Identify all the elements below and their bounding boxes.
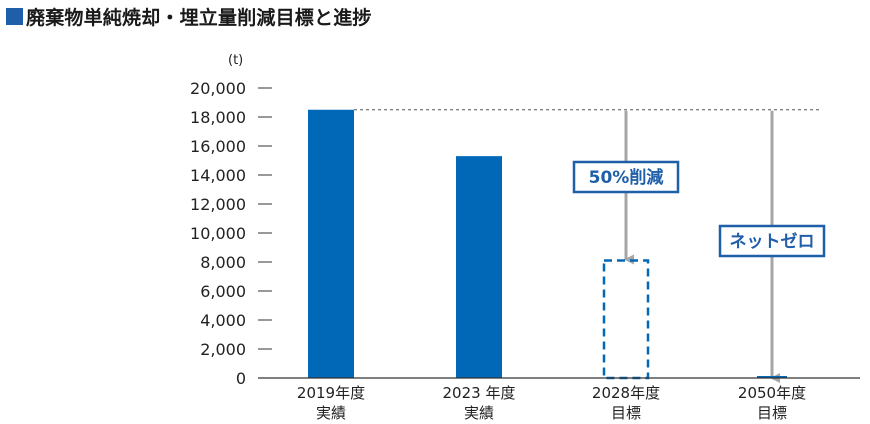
x-category-sublabel: 目標 <box>757 404 787 422</box>
annotation-box <box>718 224 826 258</box>
bar-actual <box>308 109 354 378</box>
y-tick-label: 14,000 <box>190 166 246 185</box>
chart-title: 廃棄物単純焼却・埋立量削減目標と進捗 <box>26 6 372 29</box>
y-tick-label: 10,000 <box>190 224 246 243</box>
annotation-box <box>572 160 680 194</box>
bar-target <box>602 259 650 380</box>
x-category-label: 2028年度 <box>592 384 660 402</box>
y-tick-label: 20,000 <box>190 79 246 98</box>
x-category-label: 2050年度 <box>738 384 806 402</box>
y-tick-label: 12,000 <box>190 195 246 214</box>
y-tick-label: 8,000 <box>200 253 246 272</box>
x-category-sublabel: 実績 <box>464 404 494 422</box>
y-tick-label: 2,000 <box>200 340 246 359</box>
y-tick-label: 0 <box>236 369 246 388</box>
x-category-sublabel: 目標 <box>611 404 641 422</box>
annotation-label: 50%削減 <box>589 167 664 188</box>
bar-actual <box>456 156 502 378</box>
y-tick-label: 6,000 <box>200 282 246 301</box>
x-category-label: 2023 年度 <box>443 384 516 402</box>
x-category-sublabel: 実績 <box>316 404 346 422</box>
y-tick-label: 16,000 <box>190 137 246 156</box>
y-tick-label: 18,000 <box>190 108 246 127</box>
x-category-label: 2019年度 <box>297 384 365 402</box>
chart-title-row: 廃棄物単純焼却・埋立量削減目標と進捗 <box>6 4 372 29</box>
title-marker-icon <box>6 7 23 25</box>
y-axis-unit: (t) <box>228 53 243 68</box>
y-tick-label: 4,000 <box>200 311 246 330</box>
annotation-label: ネットゼロ <box>730 231 815 252</box>
